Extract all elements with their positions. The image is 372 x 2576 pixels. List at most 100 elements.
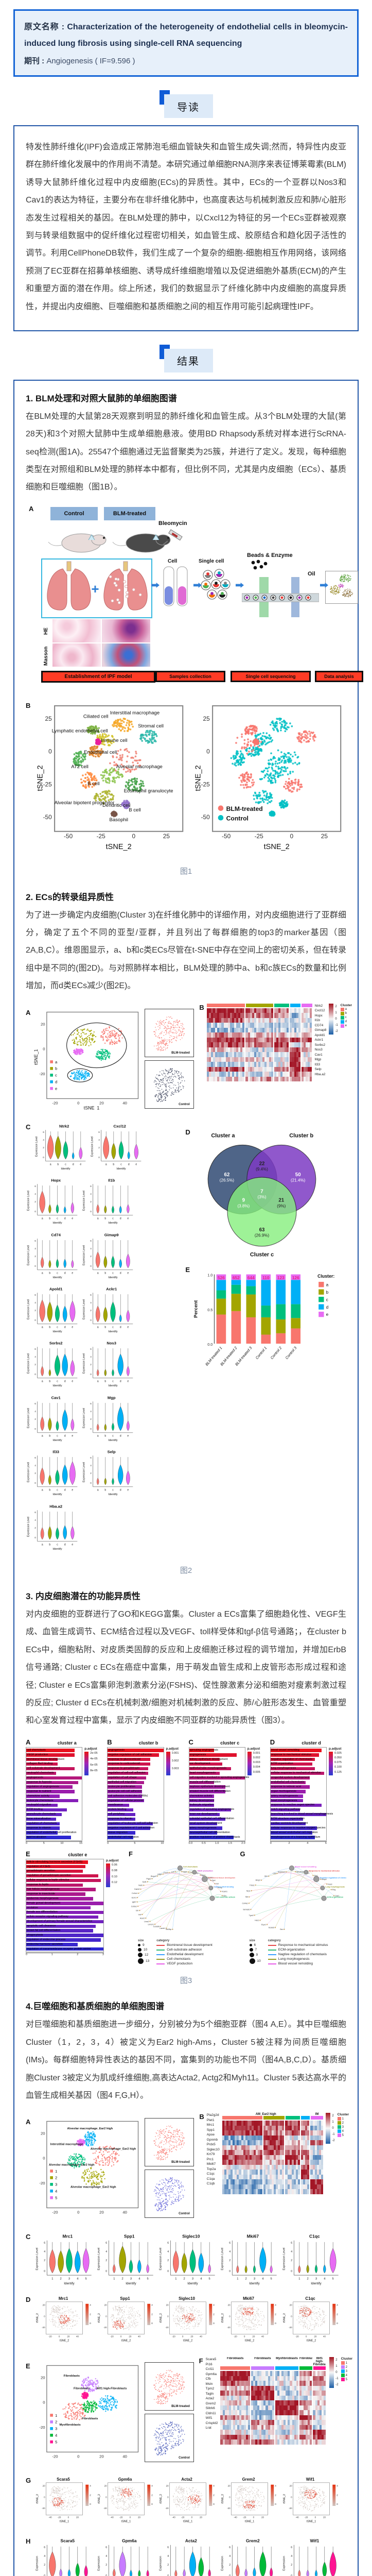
svg-text:(3%): (3%) (257, 1195, 266, 1199)
svg-text:-25: -25 (43, 781, 52, 788)
results-box: 1. BLM处理和对照大鼠肺的单细胞图谱 在BLM处理的大鼠第28天观察到明显的… (13, 379, 363, 2576)
svg-text:Identify: Identify (61, 1167, 70, 1171)
svg-text:Il1b: Il1b (108, 1178, 115, 1183)
svg-text:VEGF production: VEGF production (197, 1870, 213, 1872)
go-term-bar: nephron epithelium development (189, 1785, 230, 1789)
go-term-bar: cell-substrate development (26, 1767, 82, 1771)
go-term-bar: ovulation (26, 1906, 103, 1910)
svg-text:Alveolar macrophage_Ear2 high: Alveolar macrophage_Ear2 high (67, 2127, 113, 2130)
svg-text:a: a (97, 1489, 99, 1492)
svg-text:Cluster b: Cluster b (289, 1132, 313, 1139)
step-banner: Data analysis (315, 670, 363, 682)
svg-text:Control: Control (226, 815, 249, 822)
svg-text:Basophil: Basophil (110, 817, 129, 823)
svg-text:Endothelial cell: Endothelial cell (84, 750, 117, 755)
svg-text:0: 0 (34, 1210, 36, 1213)
svg-text:2: 2 (34, 1200, 36, 1204)
go-term-bar: regulation of leukocyte cell-cell adhesi… (108, 1822, 158, 1825)
go-term-bar: response to vitamin (26, 1826, 82, 1830)
svg-text:b: b (49, 1380, 50, 1383)
svg-text:Expression Level: Expression Level (27, 1191, 30, 1211)
svg-text:a: a (326, 1283, 329, 1287)
svg-text:e: e (72, 1489, 73, 1492)
paper-header: 原文名称 : Characterization of the heterogen… (13, 9, 359, 77)
svg-text:40: 40 (123, 2210, 128, 2215)
svg-text:Ecm1: Ecm1 (132, 1896, 136, 1899)
svg-text:0: 0 (90, 1374, 92, 1377)
figure-4-panel-c: C Mrc1 6 4 2 0 1 2 3 4 5 Identify Expression Level Sp… (26, 2233, 346, 2292)
svg-text:b: b (49, 1217, 50, 1220)
go-term-bar: brown fat cell differentiation (26, 1929, 103, 1933)
svg-text:Expression Level: Expression Level (83, 1462, 86, 1483)
svg-text:c: c (57, 1272, 58, 1275)
svg-text:Interstitial macrophage: Interstitial macrophage (50, 2143, 84, 2146)
svg-text:Cd74: Cd74 (51, 1232, 61, 1237)
go-term-bar: heart morphogenesis (189, 1771, 245, 1775)
go-term-bar: cell migration involved in sprouting ang… (189, 1776, 250, 1780)
go-term-bar: response to reactive oxgen species (270, 1803, 326, 1807)
violin-Hba.a2: Hba.a2 6 4 2 0 a b c d e Identify Expression Level (26, 1503, 80, 1556)
svg-text:0: 0 (77, 2210, 79, 2215)
svg-text:50: 50 (295, 1172, 301, 1178)
go-term-bar: endothelial cell migration (108, 1835, 139, 1839)
svg-text:Vcam1: Vcam1 (222, 1890, 227, 1892)
svg-text:Control 2: Control 2 (270, 1346, 283, 1360)
svg-text:2: 2 (90, 1364, 92, 1367)
go-term-bar: response to leptin (26, 1883, 103, 1887)
svg-text:e: e (127, 1326, 129, 1329)
svg-text:2: 2 (34, 1255, 36, 1258)
go-term-bar: regulation of cell-cell adhesion (108, 1771, 163, 1775)
svg-text:Gsn: Gsn (279, 1928, 283, 1930)
svg-text:b: b (104, 1380, 106, 1383)
svg-text:Eng: Eng (332, 1889, 335, 1891)
svg-text:-25: -25 (97, 833, 106, 840)
violin-Ntrk2: Ntrk2 6 4 2 0 a b c d e Identify Expression Level (34, 1123, 88, 1176)
svg-text:b: b (55, 1066, 57, 1071)
bleomycin-label: Bleomycin (158, 520, 187, 527)
svg-text:b: b (113, 1163, 114, 1166)
svg-text:0: 0 (90, 1210, 92, 1213)
svg-text:Col1a1: Col1a1 (132, 1892, 137, 1894)
svg-text:Eln: Eln (136, 1909, 138, 1911)
svg-text:b: b (49, 1326, 50, 1329)
svg-text:0: 0 (49, 748, 52, 755)
svg-text:-20: -20 (52, 1100, 58, 1105)
svg-text:6: 6 (90, 1185, 92, 1188)
svg-text:d: d (64, 1380, 66, 1383)
svg-text:a: a (42, 1380, 43, 1383)
svg-text:4: 4 (90, 1301, 92, 1304)
svg-text:-20: -20 (40, 1072, 45, 1076)
svg-text:Interstitial macrophage: Interstitial macrophage (110, 710, 160, 716)
svg-text:6: 6 (90, 1239, 92, 1242)
svg-text:25: 25 (321, 833, 328, 840)
violin-Apold1: Apold1 6 4 2 0 a b c d e Identify Expression Level (26, 1286, 80, 1339)
svg-text:-20: -20 (40, 2181, 45, 2186)
svg-text:d: d (120, 1217, 121, 1220)
go-term-bar: negative regulation of T cell activation (108, 1826, 155, 1830)
svg-text:Cluster c: Cluster c (250, 1251, 274, 1258)
svg-text:Cav1: Cav1 (51, 1395, 61, 1400)
svg-text:6: 6 (90, 1456, 92, 1460)
feature-Acta2: Acta2 20 0 -20 -40 -20 0 20 tSNE_1 tSNE_2 4 2 0 (157, 2477, 218, 2533)
svg-text:Nrp1: Nrp1 (246, 1890, 250, 1892)
svg-text:4: 4 (90, 1193, 92, 1196)
svg-text:Nos3: Nos3 (107, 1341, 116, 1346)
svg-text:Identify: Identify (108, 1493, 117, 1496)
svg-text:Control: Control (179, 1102, 190, 1106)
svg-text:a: a (42, 1489, 43, 1492)
svg-text:Lung morphogenesis: Lung morphogenesis (325, 1886, 345, 1888)
go-term-bar: hair follicle morphogenesis (26, 1888, 103, 1891)
svg-text:e: e (72, 1434, 73, 1437)
inset-Control: Control (145, 1060, 194, 1109)
oil-label: Oil (308, 570, 315, 577)
feature-Wif1: Wif1 20 0 -20 -40 -20 0 20 tSNE_1 tSNE_2 4 2 0 (281, 2477, 342, 2533)
svg-text:Mgp: Mgp (108, 1395, 116, 1400)
violin-Selp: Selp 6 4 2 0 a b c d e Identify Expression Level (81, 1449, 136, 1502)
single-cell-label: Single cell (199, 558, 224, 564)
svg-text:Identify: Identify (52, 1384, 62, 1387)
go-term-bar: response to mechanical stimulus (270, 1753, 326, 1757)
svg-text:Cxcl12: Cxcl12 (113, 1124, 126, 1128)
svg-text:b: b (104, 1489, 106, 1492)
svg-text:B cell: B cell (88, 781, 100, 787)
svg-text:d: d (128, 1163, 130, 1166)
